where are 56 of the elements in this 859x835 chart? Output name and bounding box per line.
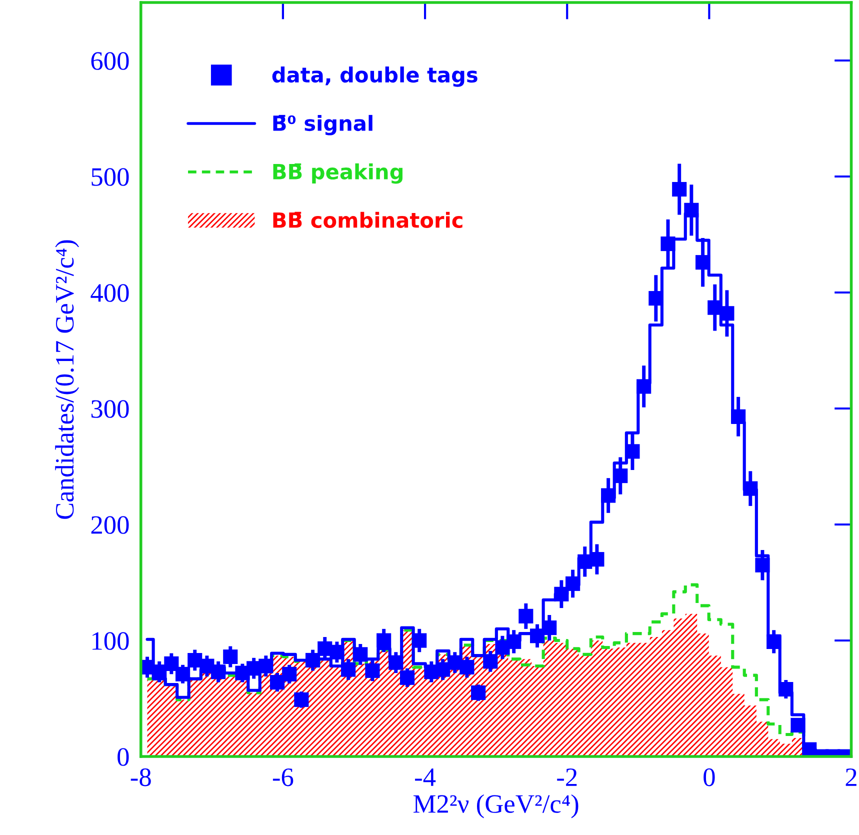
point bbox=[660, 236, 676, 252]
point bbox=[460, 660, 474, 674]
point bbox=[483, 654, 498, 669]
x-tick-label: -4 bbox=[415, 768, 436, 786]
point bbox=[365, 663, 380, 678]
y-tick-label: 400 bbox=[90, 284, 129, 302]
point bbox=[554, 586, 569, 602]
point bbox=[566, 576, 580, 591]
point bbox=[696, 255, 710, 270]
point bbox=[294, 692, 309, 707]
point bbox=[330, 644, 344, 660]
point bbox=[306, 652, 320, 668]
point bbox=[731, 409, 746, 424]
point bbox=[353, 647, 368, 662]
point bbox=[636, 379, 652, 394]
y-axis-title: Candidates/(0.17 GeV²/c⁴) bbox=[55, 240, 80, 519]
point bbox=[270, 674, 285, 690]
x-tick-label: -2 bbox=[557, 768, 577, 786]
y-tick-label: 600 bbox=[91, 52, 129, 70]
x-tick-label: -8 bbox=[130, 768, 151, 786]
point bbox=[790, 718, 806, 732]
point bbox=[518, 608, 534, 624]
y-tick-label: 200 bbox=[91, 516, 129, 534]
x-tick-label: -6 bbox=[272, 768, 294, 786]
point bbox=[766, 634, 782, 649]
point bbox=[471, 685, 486, 700]
point bbox=[400, 670, 415, 685]
point bbox=[388, 655, 404, 670]
legend-label: B̄⁰ signal bbox=[273, 114, 372, 136]
point bbox=[164, 656, 179, 671]
legend-label: BB̄ peaking bbox=[273, 163, 402, 184]
y-tick-label: 300 bbox=[91, 400, 129, 418]
x-tick-label: 0 bbox=[704, 768, 715, 786]
point bbox=[223, 649, 238, 664]
point bbox=[672, 182, 687, 197]
point bbox=[755, 558, 770, 572]
legend-label: data, double tags bbox=[272, 66, 478, 87]
point bbox=[341, 662, 356, 677]
point bbox=[258, 658, 274, 674]
y-tick-label: 0 bbox=[118, 748, 129, 766]
point bbox=[506, 634, 522, 649]
point bbox=[743, 481, 758, 496]
point bbox=[176, 666, 190, 682]
x-tick-label: 2 bbox=[846, 768, 856, 786]
point bbox=[211, 664, 226, 680]
legend-label: BB̄ combinatoric bbox=[273, 212, 462, 228]
point bbox=[436, 662, 450, 677]
point bbox=[778, 682, 794, 697]
y-tick-label: 100 bbox=[92, 632, 129, 650]
point bbox=[282, 666, 297, 682]
point bbox=[530, 628, 545, 644]
x-axis-title: M2²ν (GeV²/c⁴) bbox=[414, 794, 578, 818]
point bbox=[684, 202, 699, 218]
y-tick-label: 500 bbox=[92, 168, 129, 186]
point bbox=[601, 488, 616, 503]
point bbox=[376, 633, 392, 648]
